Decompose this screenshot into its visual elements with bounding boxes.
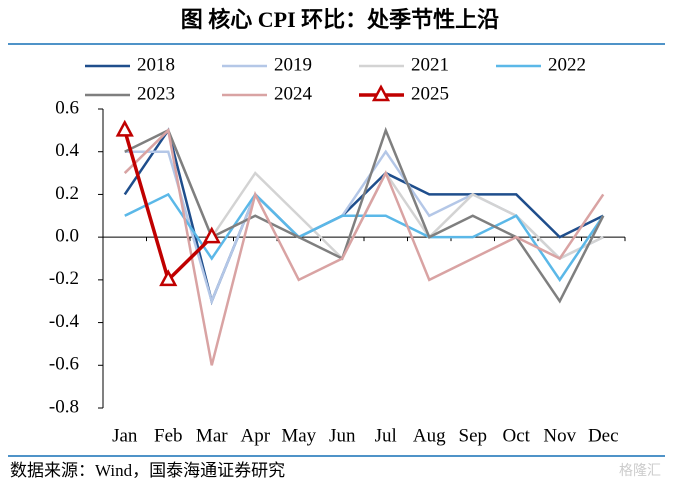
series-marker <box>159 269 178 287</box>
x-tick-label: May <box>281 425 316 446</box>
legend-label: 2018 <box>137 54 175 75</box>
x-tick-label: Dec <box>588 425 619 446</box>
legend-label: 2022 <box>548 54 586 75</box>
y-tick-label: 0.2 <box>55 183 79 204</box>
legend-label: 2024 <box>274 83 313 104</box>
x-tick-label: Nov <box>543 425 576 446</box>
y-tick-label: -0.4 <box>49 311 80 332</box>
series-marker <box>115 119 134 137</box>
x-tick-label: Aug <box>413 425 446 446</box>
y-tick-label: -0.8 <box>49 396 79 417</box>
y-tick-label: -0.6 <box>49 354 79 375</box>
y-tick-label: 0.6 <box>55 97 79 118</box>
legend-marker <box>371 84 391 102</box>
series-marker <box>202 226 221 244</box>
x-tick-label: Jan <box>112 425 138 446</box>
y-tick-label: 0.4 <box>55 140 79 161</box>
source: 数据来源：Wind，国泰海通证券研究 <box>10 461 285 480</box>
x-tick-label: Feb <box>154 425 183 446</box>
series-line <box>123 127 605 366</box>
y-tick-label: 0.0 <box>55 226 79 247</box>
x-tick-label: Jul <box>375 425 397 446</box>
legend-label: 2021 <box>411 54 449 75</box>
x-tick-label: Mar <box>196 425 228 446</box>
x-tick-label: Sep <box>459 425 488 446</box>
watermark: 格隆汇 <box>619 463 661 479</box>
legend-label: 2019 <box>274 54 312 75</box>
x-tick-label: Jun <box>329 425 356 446</box>
legend-label: 2025 <box>411 83 449 104</box>
chart-title: 图 核心 CPI 环比：处季节性上沿 <box>181 7 499 32</box>
x-tick-label: Apr <box>240 425 270 446</box>
y-tick-label: -0.2 <box>49 268 79 289</box>
legend-label: 2023 <box>137 83 175 104</box>
x-tick-label: Oct <box>503 425 531 446</box>
series-line <box>124 126 605 304</box>
